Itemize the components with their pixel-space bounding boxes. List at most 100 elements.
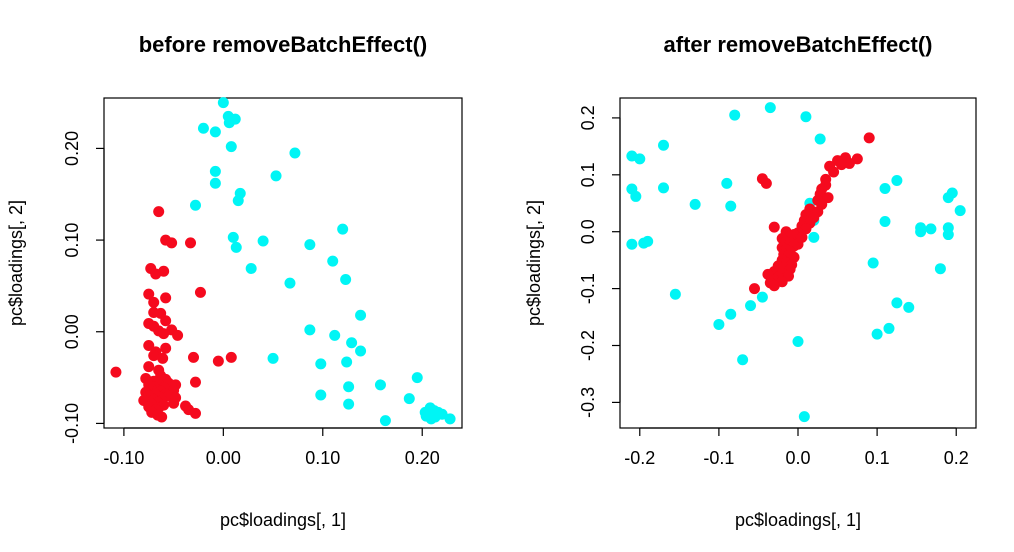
scatter-point — [156, 411, 168, 423]
x-tick-label: 0.00 — [206, 448, 241, 468]
scatter-point — [143, 288, 155, 300]
scatter-point — [925, 223, 937, 235]
scatter-point — [189, 199, 201, 211]
scatter-point — [626, 238, 638, 250]
scatter-point — [172, 329, 184, 341]
scatter-point — [379, 415, 391, 427]
plot-frame — [619, 97, 977, 429]
scatter-point — [329, 329, 341, 341]
scatter-point — [225, 141, 237, 153]
scatter-point — [232, 195, 244, 207]
scatter-point — [768, 221, 780, 233]
scatter-point — [814, 133, 826, 145]
scatter-point — [148, 296, 160, 308]
scatter-point — [110, 366, 122, 378]
scatter-point — [883, 322, 895, 334]
scatter-point — [143, 361, 155, 373]
scatter-point — [267, 352, 279, 364]
scatter-point — [143, 340, 155, 351]
scatter-point — [355, 309, 367, 321]
scatter-point — [160, 315, 172, 327]
scatter-point — [150, 268, 162, 280]
series-1 — [110, 206, 237, 423]
scatter-point — [340, 274, 352, 285]
scatter-point — [658, 139, 670, 151]
scatter-point — [166, 237, 178, 249]
scatter-point — [160, 342, 172, 354]
plot-panel-after: after removeBatchEffect() -0.2 -0.1 0.0 0.1 0… — [524, 32, 977, 530]
scatter-point — [343, 381, 355, 393]
scatter-point — [721, 177, 733, 189]
scatter-point — [871, 328, 883, 340]
scatter-point — [188, 351, 199, 363]
series-1 — [748, 132, 875, 295]
x-axis-title: pc$loadings[, 1] — [220, 510, 346, 530]
plot-panel-before: before removeBatchEffect() -0.10 0.00 0.10 0… — [6, 32, 463, 530]
scatter-point — [194, 286, 206, 298]
scatter-point — [737, 354, 749, 366]
scatter-point — [934, 263, 946, 275]
scatter-point — [756, 291, 768, 303]
scatter-point — [800, 111, 812, 123]
y-tick-label: 0.1 — [578, 162, 598, 187]
scatter-point — [245, 263, 257, 274]
scatter-point — [942, 229, 954, 241]
y-tick-label: 0.00 — [62, 314, 82, 349]
y-tick-label: 0.10 — [62, 223, 82, 258]
y-tick-label: 0.2 — [578, 105, 598, 130]
scatter-point — [642, 235, 654, 247]
scatter-point — [411, 372, 423, 384]
scatter-point — [768, 280, 780, 292]
scatter-point — [879, 215, 891, 227]
x-tick-label: -0.2 — [624, 448, 655, 468]
scatter-point — [374, 379, 386, 391]
scatter-point — [158, 328, 170, 340]
scatter-point — [197, 122, 209, 134]
scatter-point — [289, 147, 301, 159]
chart-title: before removeBatchEffect() — [139, 32, 428, 57]
y-axis-title: pc$loadings[, 2] — [524, 200, 544, 326]
scatter-point — [630, 190, 642, 202]
scatter-point — [942, 192, 954, 204]
scatter-point — [863, 132, 875, 144]
scatter-point — [209, 165, 221, 177]
scatter-point — [713, 318, 725, 330]
y-axis-title: pc$loadings[, 2] — [6, 200, 26, 326]
scatter-point — [891, 175, 903, 186]
scatter-point — [341, 356, 353, 368]
scatter-point — [148, 350, 160, 362]
series-0 — [189, 97, 456, 427]
scatter-point — [745, 300, 757, 312]
scatter-point — [634, 153, 646, 165]
scatter-point — [954, 205, 966, 217]
scatter-point — [189, 376, 201, 388]
y-tick-label: -0.10 — [62, 403, 82, 444]
scatter-point — [284, 277, 296, 289]
scatter-point — [748, 283, 760, 295]
x-axis-title: pc$loadings[, 1] — [735, 510, 861, 530]
y-tick-label: 0.20 — [62, 131, 82, 166]
scatter-point — [153, 206, 165, 218]
scatter-point — [879, 182, 891, 194]
scatter-point — [257, 235, 269, 247]
scatter-point — [212, 355, 224, 367]
scatter-point — [725, 308, 737, 320]
x-tick-label: 0.20 — [405, 448, 440, 468]
scatter-point — [669, 288, 681, 300]
scatter-point — [808, 231, 820, 243]
scatter-point — [185, 237, 197, 249]
scatter-point — [223, 117, 235, 129]
scatter-point — [828, 166, 840, 178]
scatter-point — [346, 337, 358, 349]
scatter-point — [729, 109, 741, 121]
scatter-point — [227, 231, 239, 243]
scatter-point — [444, 413, 456, 425]
scatter-point — [327, 255, 339, 267]
scatter-point — [403, 393, 415, 405]
scatter-point — [903, 301, 915, 313]
scatter-point — [270, 170, 282, 182]
scatter-point — [689, 198, 701, 210]
scatter-point — [209, 126, 221, 138]
x-tick-label: 0.1 — [865, 448, 890, 468]
